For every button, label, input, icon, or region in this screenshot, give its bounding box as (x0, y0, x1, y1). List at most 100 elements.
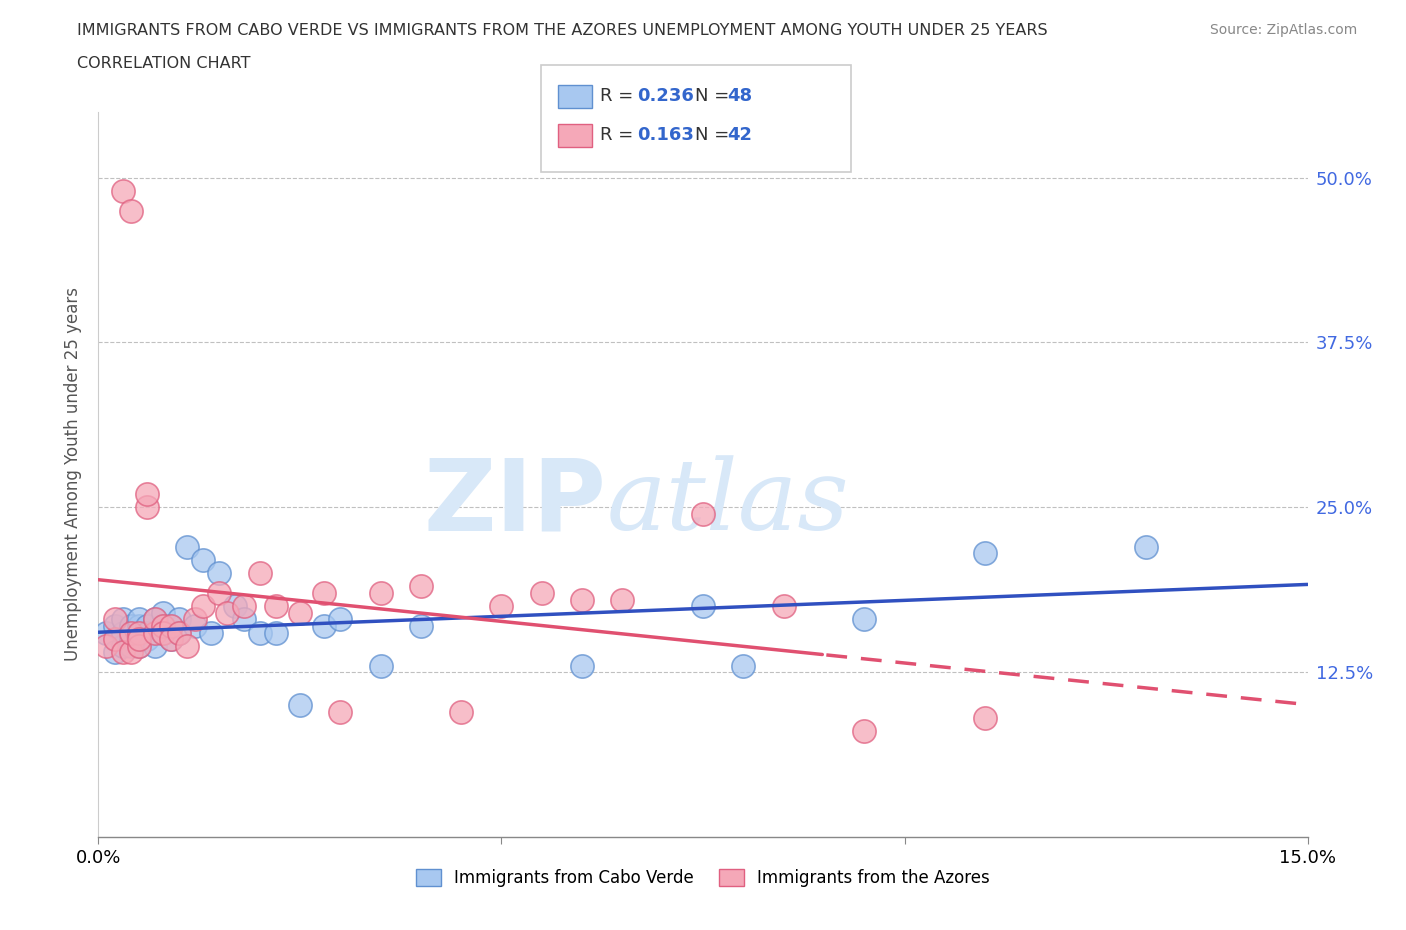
Point (208, 586, 231, 601)
Point (120, 618, 142, 633)
Point (200, 625, 222, 640)
Point (184, 618, 207, 633)
Point (208, 565, 231, 580)
Point (491, 599, 513, 614)
Point (120, 631, 142, 646)
Point (853, 724, 876, 739)
Point (733, 658, 755, 673)
Point (103, 644, 125, 659)
Point (128, 631, 150, 646)
Point (103, 618, 125, 633)
Point (128, 638, 150, 653)
Point (111, 644, 134, 659)
Point (103, 631, 125, 646)
Point (135, 499, 157, 514)
Point (143, 638, 166, 653)
Point (128, 625, 150, 640)
Point (135, 618, 157, 633)
Point (314, 586, 336, 601)
Point (143, 612, 166, 627)
Point (120, 638, 142, 653)
Point (264, 625, 287, 640)
Text: R =: R = (600, 126, 640, 144)
Point (128, 638, 150, 653)
Point (329, 612, 352, 627)
Text: Source: ZipAtlas.com: Source: ZipAtlas.com (1209, 23, 1357, 37)
Point (450, 704, 472, 719)
Point (409, 579, 432, 594)
Point (160, 631, 183, 646)
Point (193, 599, 215, 614)
Point (128, 612, 150, 627)
Point (120, 625, 142, 640)
Point (249, 565, 271, 580)
Point (176, 638, 198, 653)
Point (143, 625, 166, 640)
Point (329, 704, 352, 719)
Point (853, 612, 876, 627)
Point (409, 618, 432, 633)
Point (692, 507, 714, 522)
Point (135, 486, 157, 501)
Point (193, 552, 215, 567)
Point (120, 203, 142, 218)
Point (152, 625, 174, 640)
Legend: Immigrants from Cabo Verde, Immigrants from the Azores: Immigrants from Cabo Verde, Immigrants f… (409, 862, 997, 894)
Point (184, 612, 207, 627)
Point (217, 605, 239, 620)
Point (571, 658, 593, 673)
Point (135, 625, 157, 640)
Point (143, 625, 166, 640)
Point (111, 638, 134, 653)
Point (152, 605, 174, 620)
Text: ZIP: ZIP (423, 455, 606, 551)
Point (143, 612, 166, 627)
Text: 0.163: 0.163 (637, 126, 693, 144)
Point (370, 586, 392, 601)
Text: R =: R = (600, 86, 640, 105)
Point (167, 612, 190, 627)
Point (135, 631, 157, 646)
Point (160, 631, 183, 646)
Point (111, 625, 134, 640)
Point (176, 539, 198, 554)
Point (152, 625, 174, 640)
Text: N =: N = (695, 86, 734, 105)
Point (571, 592, 593, 607)
Text: atlas: atlas (606, 456, 849, 551)
Point (612, 592, 634, 607)
Point (160, 618, 183, 633)
Point (249, 625, 271, 640)
Point (232, 612, 254, 627)
Point (167, 625, 190, 640)
Point (111, 183, 134, 198)
Text: 42: 42 (727, 126, 752, 144)
Point (224, 599, 246, 614)
Point (120, 625, 142, 640)
Text: 48: 48 (727, 86, 752, 105)
Point (370, 658, 392, 673)
Point (288, 698, 311, 712)
Point (96, 638, 118, 653)
Point (530, 586, 553, 601)
Point (160, 618, 183, 633)
Point (152, 618, 174, 633)
Point (120, 644, 142, 659)
Point (314, 618, 336, 633)
Point (111, 612, 134, 627)
Text: 0.236: 0.236 (637, 86, 693, 105)
Text: CORRELATION CHART: CORRELATION CHART (77, 56, 250, 71)
Point (128, 625, 150, 640)
Point (96, 625, 118, 640)
Point (772, 599, 794, 614)
Point (152, 618, 174, 633)
Point (288, 605, 311, 620)
Point (974, 546, 997, 561)
Point (167, 625, 190, 640)
Point (232, 599, 254, 614)
Point (692, 599, 714, 614)
Y-axis label: Unemployment Among Youth under 25 years: Unemployment Among Youth under 25 years (65, 287, 83, 661)
Point (103, 612, 125, 627)
Point (1135, 539, 1157, 554)
Text: N =: N = (695, 126, 734, 144)
